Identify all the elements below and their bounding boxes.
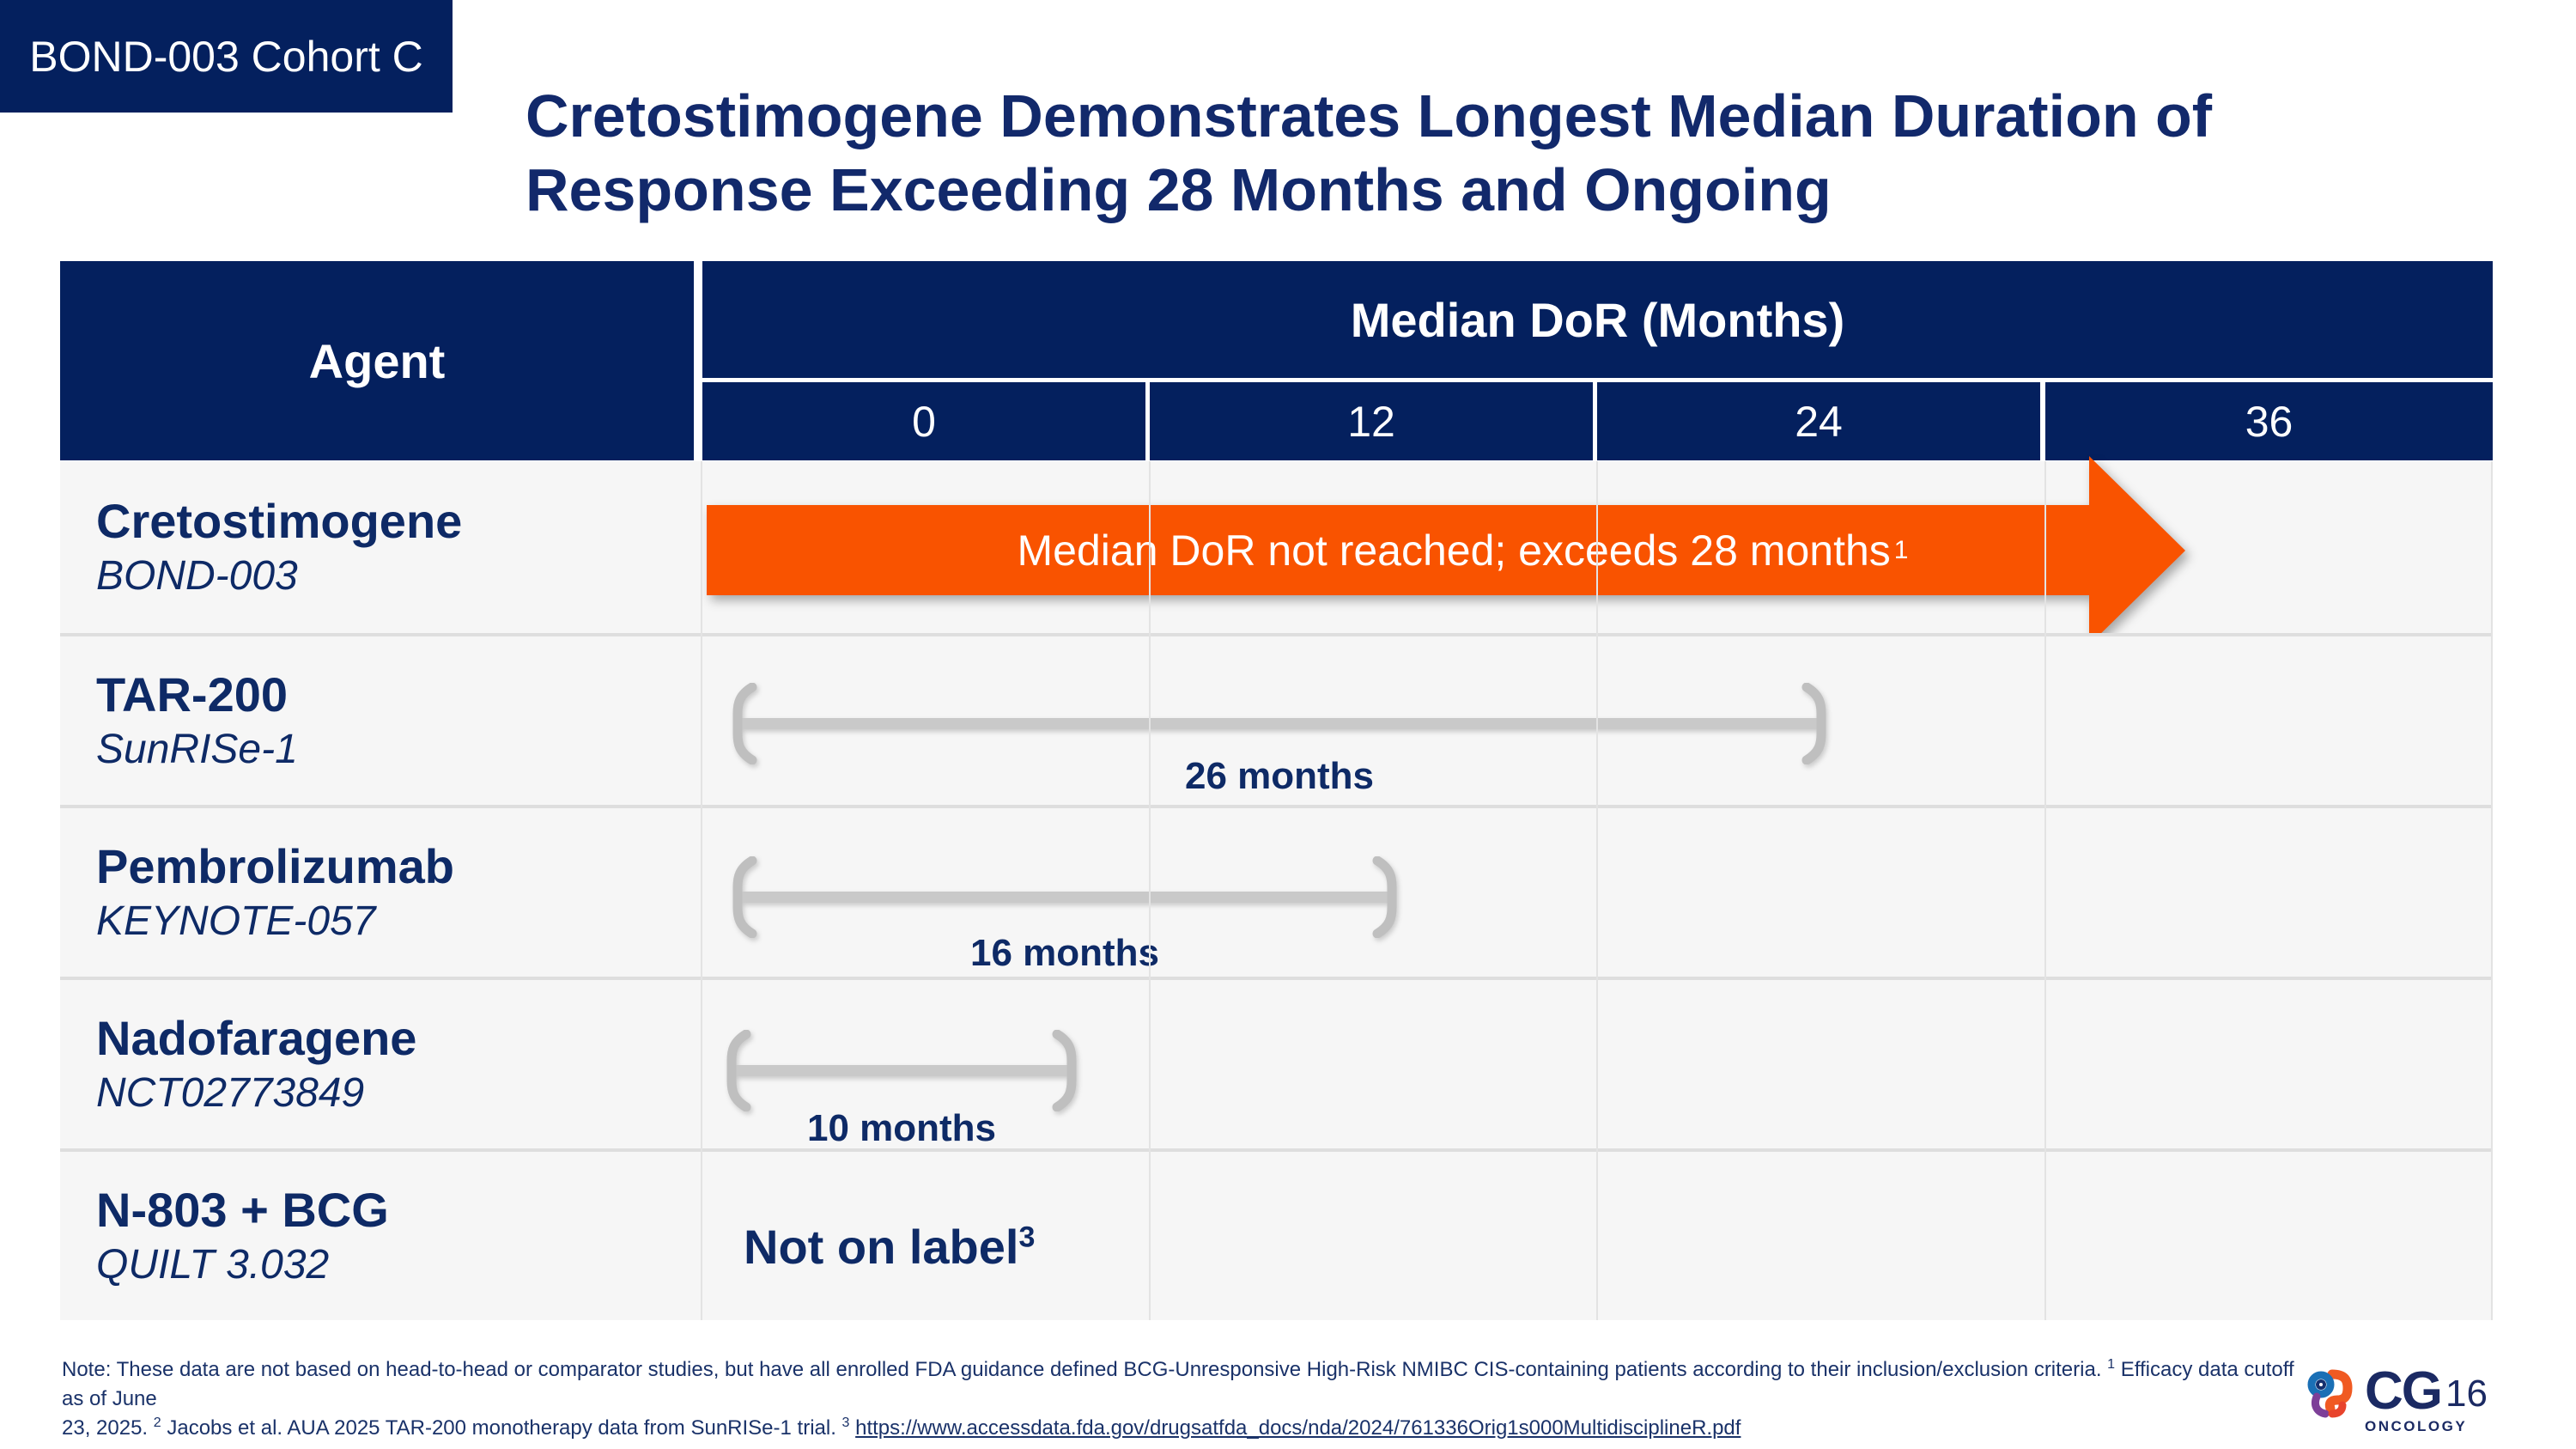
footnote-ref-2-lead: 23, 2025. — [62, 1416, 154, 1440]
duration-label: 26 months — [1184, 755, 1375, 797]
agent-cell: Pembrolizumab KEYNOTE-057 — [60, 808, 694, 977]
footnote-superscript-2: 2 — [153, 1416, 161, 1431]
dor-header-cell: Median DoR (Months) — [702, 261, 2493, 378]
gridline — [1596, 461, 1598, 1320]
agent-name: TAR-200 — [96, 667, 289, 721]
title-line-2: Response Exceeding 28 Months and Ongoing — [526, 156, 1832, 224]
footnote-note: Note: These data are not based on head-t… — [62, 1358, 2108, 1381]
cg-oncology-logo: CG ONCOLOGY — [2306, 1361, 2468, 1435]
page-title: Cretostimogene Demonstrates Longest Medi… — [526, 79, 2466, 227]
not-on-label-text: Not on label3 — [744, 1219, 1035, 1275]
title-line-1: Cretostimogene Demonstrates Longest Medi… — [526, 82, 2213, 149]
arrow-head-icon — [2089, 456, 2185, 645]
agent-cell: Nadofaragene NCT02773849 — [60, 980, 694, 1148]
tick-label-36: 36 — [2045, 382, 2493, 460]
logo-subtitle: ONCOLOGY — [2365, 1417, 2468, 1434]
agent-name: Pembrolizumab — [96, 838, 454, 893]
table-row-pembrolizumab: Pembrolizumab KEYNOTE-057 16 months — [60, 805, 2493, 977]
table-row-cretostimogene: Cretostimogene BOND-003 Median DoR not r… — [60, 456, 2493, 645]
cohort-badge: BOND-003 Cohort C — [0, 0, 453, 113]
duration-bracket-icon — [726, 1030, 1077, 1111]
study-name: QUILT 3.032 — [96, 1242, 330, 1288]
tick-label-24: 24 — [1597, 382, 2040, 460]
gridline — [2044, 461, 2046, 1320]
study-name: NCT02773849 — [96, 1070, 365, 1117]
agent-cell: TAR-200 SunRISe-1 — [60, 636, 694, 805]
arrow-label-superscript: 1 — [1893, 535, 1909, 564]
agent-name: Nadofaragene — [96, 1010, 417, 1065]
not-on-label-superscript: 3 — [1018, 1221, 1036, 1254]
footnote-superscript-1: 1 — [2107, 1357, 2116, 1372]
duration-bracket-icon — [732, 856, 1397, 938]
study-name: BOND-003 — [96, 553, 298, 600]
cg-oncology-logo-mark-icon — [2307, 1369, 2353, 1418]
dor-arrow-body: Median DoR not reached; exceeds 28 month… — [707, 505, 2090, 595]
duration-bracket-icon — [732, 683, 1826, 764]
footnote-superscript-3: 3 — [841, 1416, 850, 1431]
duration-label: 16 months — [969, 932, 1160, 974]
table-row-n803-bcg: N-803 + BCG QUILT 3.032 Not on label3 — [60, 1148, 2493, 1320]
agent-cell: N-803 + BCG QUILT 3.032 — [60, 1152, 694, 1320]
tick-label-0: 0 — [702, 382, 1145, 460]
footnote: Note: These data are not based on head-t… — [62, 1355, 2294, 1443]
duration-label: 10 months — [806, 1107, 997, 1149]
agent-cell: Cretostimogene BOND-003 — [60, 461, 694, 633]
page-number: 16 — [2445, 1373, 2488, 1415]
arrow-label: Median DoR not reached; exceeds 28 month… — [1017, 526, 1891, 575]
agent-name: Cretostimogene — [96, 493, 463, 548]
gridline — [1149, 461, 1151, 1320]
gridline — [701, 461, 702, 1320]
table-row-tar-200: TAR-200 SunRISe-1 26 months — [60, 633, 2493, 805]
footnote-ref-1: Efficacy data cutoff as of June — [62, 1358, 2294, 1411]
tick-label-12: 12 — [1150, 382, 1593, 460]
agent-name: N-803 + BCG — [96, 1182, 389, 1237]
logo-name: CG — [2365, 1361, 2443, 1421]
not-on-label-value: Not on label — [744, 1220, 1019, 1274]
dor-table: Agent Median DoR (Months) 0 12 24 36 Cre… — [60, 261, 2493, 1320]
logo-text: CG ONCOLOGY — [2365, 1361, 2468, 1435]
study-name: SunRISe-1 — [96, 727, 298, 773]
agent-header-cell: Agent — [60, 261, 694, 460]
table-row-nadofaragene: Nadofaragene NCT02773849 10 months — [60, 977, 2493, 1149]
footnote-link[interactable]: https://www.accessdata.fda.gov/drugsatfd… — [855, 1416, 1741, 1440]
footnote-ref-2: Jacobs et al. AUA 2025 TAR-200 monothera… — [161, 1416, 842, 1440]
gridline — [2491, 461, 2493, 1320]
study-name: KEYNOTE-057 — [96, 898, 376, 945]
